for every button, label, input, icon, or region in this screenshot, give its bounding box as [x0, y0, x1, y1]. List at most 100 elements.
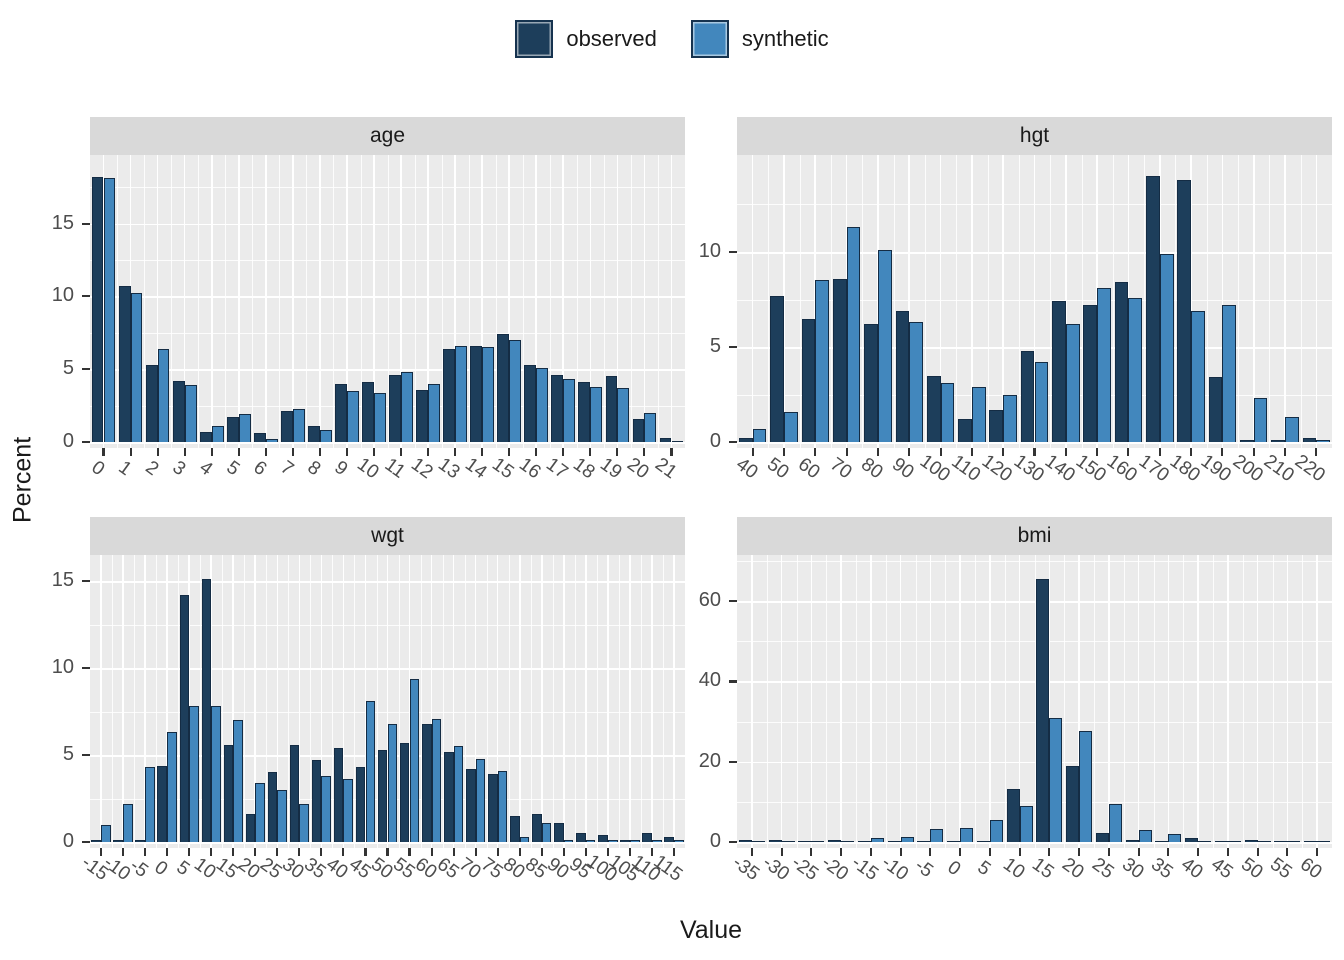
synthetic-bar: [103, 178, 116, 442]
gridline-minor-v: [464, 555, 466, 848]
x-tick: [427, 448, 430, 456]
x-axis-title: Value: [679, 916, 743, 944]
gridline-major-v: [319, 155, 321, 448]
synthetic-bar: [1003, 394, 1017, 442]
gridline-minor-v: [354, 555, 356, 848]
gridline-major-v: [400, 155, 402, 448]
gridline-minor-v: [1153, 555, 1155, 848]
x-tick: [606, 848, 609, 856]
y-tick-label: 15: [51, 211, 74, 234]
synthetic-bar: [651, 840, 662, 842]
x-tick: [474, 848, 477, 856]
synthetic-bar: [409, 678, 420, 842]
y-tick: [82, 368, 90, 371]
facet-strip-wgt: wgt: [90, 517, 685, 555]
observed-bar: [223, 744, 234, 842]
observed-bar: [770, 295, 784, 442]
gridline-minor-v: [956, 155, 958, 448]
y-tick: [729, 841, 737, 844]
x-tick: [840, 848, 843, 856]
y-tick-label: 0: [62, 430, 74, 452]
observed-bar: [488, 774, 498, 842]
x-tick: [210, 848, 213, 856]
gridline-minor-v: [552, 555, 554, 848]
gridline-minor-v: [1300, 155, 1302, 448]
gridline-minor-v: [442, 555, 444, 848]
gridline-major-v: [629, 555, 631, 848]
gridline-major-v: [1065, 155, 1067, 448]
x-tick-label-text: 5: [222, 456, 244, 481]
gridline-major-v: [364, 555, 367, 848]
observed-bar: [1095, 833, 1109, 842]
x-tick: [751, 448, 754, 456]
synthetic-bar: [1287, 841, 1301, 842]
x-tick: [1078, 848, 1081, 856]
x-tick: [589, 448, 592, 456]
synthetic-bar: [541, 822, 552, 842]
y-tick-label: 0: [709, 830, 721, 852]
observed-bar: [1083, 305, 1098, 442]
synthetic-bar: [563, 379, 576, 442]
synthetic-bar: [130, 293, 143, 442]
gridline-minor-v: [574, 555, 576, 848]
synthetic-bar: [971, 386, 986, 442]
observed-bar: [1274, 841, 1288, 842]
observed-bar: [399, 742, 410, 842]
gridline-minor-v: [198, 155, 200, 448]
synthetic-bar: [482, 347, 495, 442]
facet-title-hgt: hgt: [1019, 124, 1050, 147]
synthetic-bar: [563, 840, 574, 842]
facet-title-age: age: [369, 124, 406, 147]
synthetic-bar: [781, 841, 795, 842]
observed-bar: [1066, 765, 1080, 842]
gridline-major-v: [585, 555, 587, 848]
x-tick: [869, 848, 872, 856]
gridline-major-v: [673, 555, 675, 848]
synthetic-bar: [319, 430, 332, 442]
gridline-major-v: [430, 555, 433, 848]
gridline-minor-v: [630, 155, 632, 448]
x-tick: [430, 848, 433, 856]
y-tick: [729, 250, 737, 254]
observed-bar: [551, 375, 564, 442]
gridline-major-v: [264, 155, 267, 448]
gridline-minor-v: [200, 555, 202, 848]
y-tick: [82, 441, 90, 444]
observed-bar: [768, 840, 782, 842]
x-tick: [264, 448, 267, 456]
synthetic-bar: [1191, 310, 1205, 442]
observed-bar: [1177, 179, 1192, 442]
legend-item-observed: observed: [515, 20, 657, 58]
observed-bar: [738, 438, 753, 442]
gridline-minor-v: [156, 555, 158, 848]
y-tick: [729, 600, 737, 603]
gridline-major-v: [427, 155, 429, 448]
synthetic-bar: [590, 386, 603, 442]
x-tick-label-text: 45: [1206, 853, 1237, 884]
gridline-minor-v: [862, 155, 864, 448]
synthetic-bar: [123, 803, 133, 842]
synthetic-bar: [189, 706, 199, 842]
x-tick: [210, 448, 213, 456]
synthetic-bar: [211, 426, 224, 442]
x-tick: [102, 448, 105, 456]
gridline-major-v: [496, 555, 499, 848]
facet-panel-age: [90, 155, 685, 448]
observed-bar: [1304, 840, 1318, 842]
x-tick: [750, 848, 753, 856]
x-tick-label-text: 10: [998, 853, 1029, 884]
x-tick: [1316, 848, 1319, 856]
gridline-minor-v: [1034, 555, 1036, 848]
gridline-major-v: [670, 155, 673, 448]
x-tick: [672, 848, 676, 856]
gridline-minor-v: [596, 555, 598, 848]
gridline-major-v: [346, 155, 348, 448]
gridline-minor-v: [144, 155, 146, 448]
x-tick-label-text: 55: [1266, 853, 1296, 884]
x-tick-label-text: 60: [794, 453, 824, 484]
gridline-minor-v: [924, 155, 926, 448]
observed-bar: [620, 840, 630, 842]
x-tick: [1252, 448, 1255, 456]
gridline-minor-v: [495, 155, 497, 448]
observed-bar: [1146, 175, 1160, 442]
